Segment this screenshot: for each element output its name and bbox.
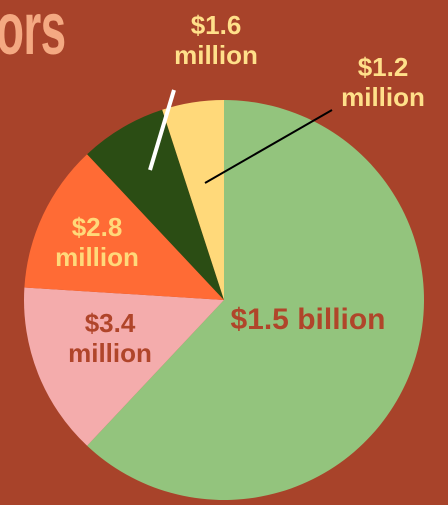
slice-label: $2.8 million	[55, 212, 139, 272]
pie-slice	[162, 100, 224, 300]
pie-slice	[24, 154, 225, 300]
chart-title: ors	[0, 0, 66, 70]
pie-slice	[87, 100, 425, 500]
leader-line	[204, 109, 333, 184]
slice-label: $1.6 million	[174, 10, 258, 70]
slice-label: $1.5 billion	[230, 303, 386, 336]
pie-slice	[87, 109, 224, 300]
slice-label: $1.2 million	[341, 52, 425, 112]
leader-line	[148, 89, 176, 171]
pie-slice	[24, 287, 224, 446]
slice-label: $3.4 million	[68, 308, 152, 368]
